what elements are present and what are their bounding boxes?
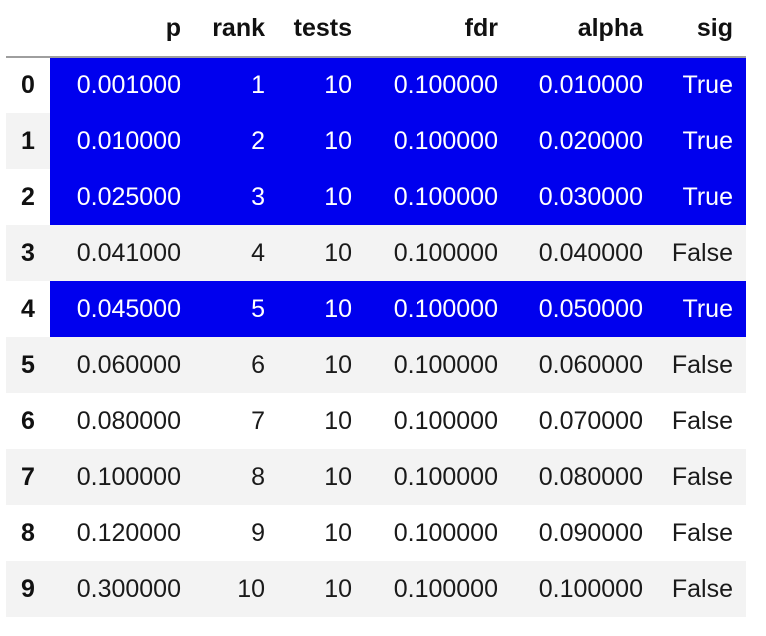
cell-fdr: 0.100000 [365, 57, 511, 113]
cell-alpha: 0.050000 [511, 281, 656, 337]
cell-alpha: 0.020000 [511, 113, 656, 169]
cell-rank: 1 [194, 57, 278, 113]
cell-alpha: 0.040000 [538, 238, 643, 267]
table-row: 9 0.300000 10 10 0.100000 0.100000 False [6, 561, 746, 617]
cell-sig: False [671, 350, 733, 379]
cell-alpha: 0.100000 [538, 574, 643, 603]
cell-fdr: 0.100000 [365, 169, 511, 225]
cell-tests: 10 [324, 350, 352, 379]
cell-alpha: 0.010000 [511, 57, 656, 113]
table-row: 3 0.041000 4 10 0.100000 0.040000 False [6, 225, 746, 281]
column-header-p: p [50, 0, 194, 58]
cell-fdr: 0.100000 [393, 462, 498, 491]
table-row: 5 0.060000 6 10 0.100000 0.060000 False [6, 337, 746, 393]
column-header-alpha: alpha [511, 0, 656, 58]
cell-p: 0.045000 [50, 281, 194, 337]
cell-alpha: 0.060000 [538, 350, 643, 379]
row-index: 2 [21, 182, 35, 211]
cell-sig: False [671, 518, 733, 547]
cell-fdr: 0.100000 [393, 406, 498, 435]
cell-alpha: 0.070000 [538, 406, 643, 435]
cell-fdr: 0.100000 [365, 113, 511, 169]
cell-tests: 10 [324, 406, 352, 435]
table-row: 8 0.120000 9 10 0.100000 0.090000 False [6, 505, 746, 561]
column-header-tests: tests [278, 0, 365, 58]
cell-sig: True [656, 57, 746, 113]
row-index: 3 [21, 238, 35, 267]
row-index: 1 [21, 126, 35, 155]
cell-fdr: 0.100000 [393, 574, 498, 603]
cell-rank: 3 [194, 169, 278, 225]
cell-p: 0.100000 [76, 462, 181, 491]
cell-rank: 4 [251, 238, 265, 267]
row-index: 0 [21, 71, 35, 99]
cell-p: 0.300000 [76, 574, 181, 603]
row-index: 9 [21, 574, 35, 603]
cell-sig: True [656, 113, 746, 169]
column-header-fdr: fdr [365, 0, 511, 58]
cell-alpha: 0.030000 [511, 169, 656, 225]
cell-tests: 10 [278, 113, 365, 169]
table-row: 2 0.025000 3 10 0.100000 0.030000 True [6, 169, 746, 225]
header-row: p rank tests fdr alpha sig [6, 0, 746, 58]
column-header-sig: sig [656, 0, 746, 58]
table-row: 0 0.001000 1 10 0.100000 0.010000 True [6, 57, 746, 113]
cell-p: 0.120000 [76, 518, 181, 547]
cell-tests: 10 [278, 169, 365, 225]
column-header-rank: rank [194, 0, 278, 58]
row-index: 4 [21, 294, 35, 323]
cell-tests: 10 [324, 462, 352, 491]
cell-sig: False [671, 406, 733, 435]
cell-tests: 10 [278, 281, 365, 337]
cell-tests: 10 [324, 238, 352, 267]
cell-p: 0.080000 [76, 406, 181, 435]
cell-alpha: 0.090000 [538, 518, 643, 547]
cell-tests: 10 [324, 574, 352, 603]
cell-p: 0.010000 [50, 113, 194, 169]
dataframe-table: p rank tests fdr alpha sig 0 0.001000 1 10 0… [6, 0, 746, 617]
cell-p: 0.001000 [50, 57, 194, 113]
cell-sig: False [671, 462, 733, 491]
cell-rank: 5 [194, 281, 278, 337]
cell-rank: 6 [251, 350, 265, 379]
cell-tests: 10 [278, 57, 365, 113]
cell-rank: 9 [251, 518, 265, 547]
cell-tests: 10 [324, 518, 352, 547]
table-row: 6 0.080000 7 10 0.100000 0.070000 False [6, 393, 746, 449]
cell-p: 0.025000 [50, 169, 194, 225]
cell-rank: 10 [237, 574, 265, 603]
cell-sig: False [671, 574, 733, 603]
cell-fdr: 0.100000 [393, 350, 498, 379]
cell-fdr: 0.100000 [393, 238, 498, 267]
cell-alpha: 0.080000 [538, 462, 643, 491]
cell-p: 0.060000 [76, 350, 181, 379]
table-row: 4 0.045000 5 10 0.100000 0.050000 True [6, 281, 746, 337]
row-index: 5 [21, 350, 35, 379]
row-index: 7 [21, 462, 35, 491]
cell-sig: False [671, 238, 733, 267]
table-row: 7 0.100000 8 10 0.100000 0.080000 False [6, 449, 746, 505]
cell-fdr: 0.100000 [393, 518, 498, 547]
cell-fdr: 0.100000 [365, 281, 511, 337]
cell-rank: 2 [194, 113, 278, 169]
cell-rank: 8 [251, 462, 265, 491]
row-index: 8 [21, 518, 35, 547]
table-row: 1 0.010000 2 10 0.100000 0.020000 True [6, 113, 746, 169]
cell-sig: True [656, 281, 746, 337]
cell-rank: 7 [251, 406, 265, 435]
cell-sig: True [656, 169, 746, 225]
index-column-header [6, 0, 50, 58]
cell-p: 0.041000 [76, 238, 181, 267]
row-index: 6 [21, 406, 35, 435]
